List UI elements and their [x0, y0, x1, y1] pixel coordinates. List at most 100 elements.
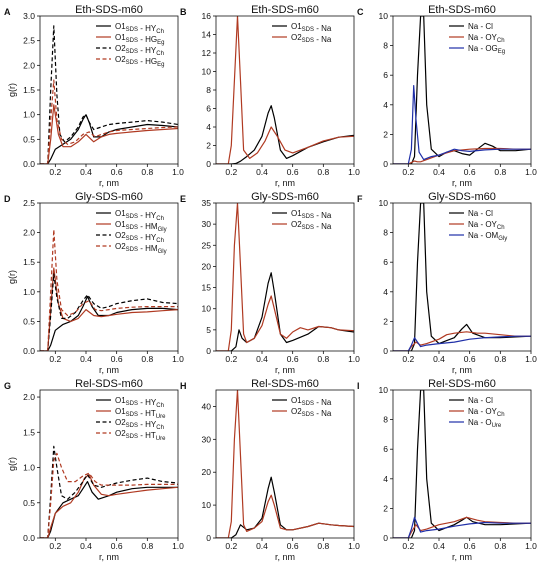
panel-letter: E	[180, 194, 186, 204]
series-line-2	[393, 516, 531, 538]
x-tick-label: 0.8	[494, 167, 506, 177]
x-tick-label: 0.6	[111, 167, 123, 177]
panel-title: Gly-SDS-m60	[428, 191, 496, 203]
legend-entry: O1SDS - HYCh	[115, 209, 164, 222]
series-line-2	[40, 25, 178, 164]
x-tick-label: 0.6	[287, 541, 299, 551]
y-tick-label: 4	[206, 122, 211, 132]
axes-frame	[39, 202, 179, 352]
x-tick-label: 0.4	[256, 541, 268, 551]
x-tick-label: 0.4	[433, 167, 445, 177]
y-tick-label: 20	[202, 467, 212, 477]
legend-entry: Na - OMGly	[468, 231, 507, 242]
legend-entry: O1SDS - Na	[291, 396, 332, 407]
x-axis-label: r, nm	[99, 178, 119, 188]
legend-entry: O2SDS - HTUre	[115, 429, 166, 442]
y-tick-label: 1.5	[23, 257, 35, 267]
x-tick-label: 0.8	[494, 541, 506, 551]
panel-d: D Gly-SDS-m60 0.2 0.4 0.6 0.8 1.0 0.0 0.5 1.0 1.5 2…	[4, 191, 184, 375]
x-tick-label: 0.4	[80, 167, 92, 177]
y-axis-label: g(r)	[7, 457, 17, 471]
y-tick-label: 10	[379, 11, 389, 21]
y-tick-label: 0.5	[23, 316, 35, 326]
panel-b: B Eth-SDS-m60 0.2 0.4 0.6 0.8 1.0 0 2 4 6 8 10 12 14 16…	[180, 4, 360, 188]
series-line-1	[393, 147, 531, 164]
series-line-1	[40, 474, 178, 538]
y-tick-label: 40	[202, 401, 212, 411]
legend-entry: O2SDS - HGEg	[115, 55, 164, 68]
panel-title: Rel-SDS-m60	[75, 378, 143, 390]
x-tick-label: 0.2	[225, 541, 237, 551]
x-tick-label: 1.0	[525, 167, 537, 177]
series-group	[40, 229, 178, 351]
series-group	[393, 16, 531, 164]
y-tick-label: 3.0	[23, 11, 35, 21]
y-tick-label: 1.0	[23, 110, 35, 120]
series-line-3	[40, 229, 178, 351]
legend-entry: O2SDS - HYCh	[115, 418, 164, 431]
legend-entry: Na - Cl	[468, 209, 493, 218]
x-tick-label: 1.0	[525, 541, 537, 551]
x-tick-label: 1.0	[172, 541, 184, 551]
legend-entry: Na - OYCh	[468, 220, 505, 231]
y-tick-label: 4	[383, 474, 388, 484]
series-group	[40, 445, 178, 538]
y-tick-label: 2.0	[23, 228, 35, 238]
panel-letter: B	[180, 7, 187, 17]
y-tick-label: 6	[383, 70, 388, 80]
legend-entry: Na - OYCh	[468, 33, 505, 44]
panel-letter: I	[357, 381, 360, 391]
y-tick-label: 2.0	[23, 60, 35, 70]
x-tick-label: 0.8	[317, 541, 329, 551]
y-tick-label: 35	[202, 198, 212, 208]
panel-letter: D	[4, 194, 11, 204]
x-axis-label: r, nm	[275, 552, 295, 562]
panel-title: Eth-SDS-m60	[251, 4, 319, 16]
y-tick-label: 14	[202, 30, 212, 40]
x-tick-label: 0.8	[494, 354, 506, 364]
x-tick-label: 0.4	[433, 541, 445, 551]
y-tick-label: 2	[206, 141, 211, 151]
series-line-3	[40, 452, 178, 538]
panel-title: Rel-SDS-m60	[251, 378, 319, 390]
y-tick-label: 5	[206, 325, 211, 335]
y-tick-label: 1.0	[23, 463, 35, 473]
series-line-3	[40, 79, 178, 164]
x-axis-label: r, nm	[275, 178, 295, 188]
y-tick-label: 8	[206, 85, 211, 95]
y-tick-label: 0.5	[23, 498, 35, 508]
y-tick-label: 0	[383, 346, 388, 356]
x-tick-label: 0.6	[111, 354, 123, 364]
y-tick-label: 0	[206, 159, 211, 169]
y-tick-label: 6	[206, 104, 211, 114]
legend-entry: O2SDS - HYCh	[115, 44, 164, 57]
series-group	[393, 203, 531, 351]
x-axis-label: r, nm	[452, 365, 472, 375]
y-tick-label: 2	[383, 129, 388, 139]
y-tick-label: 10	[202, 67, 212, 77]
series-group	[216, 390, 354, 538]
x-tick-label: 0.6	[464, 541, 476, 551]
y-tick-label: 15	[202, 283, 212, 293]
y-tick-label: 0	[206, 346, 211, 356]
x-axis-label: r, nm	[275, 365, 295, 375]
legend-entry: Na - OGEg	[468, 44, 505, 55]
legend-entry: O2SDS - Na	[291, 33, 332, 44]
x-tick-label: 1.0	[348, 541, 360, 551]
legend-entry: O1SDS - Na	[291, 209, 332, 220]
y-tick-label: 25	[202, 240, 212, 250]
legend-entry: O1SDS - Na	[291, 22, 332, 33]
panel-c: C Eth-SDS-m60 0.2 0.4 0.6 0.8 1.0 0 2 4 6 8 10 r, nm N…	[357, 4, 537, 188]
x-tick-label: 0.4	[256, 167, 268, 177]
series-line-2	[40, 273, 178, 351]
y-tick-label: 0	[383, 159, 388, 169]
series-line-0	[393, 390, 531, 538]
panel-g: G Rel-SDS-m60 0.2 0.4 0.6 0.8 1.0 0.0 0.5 1.0 1.5 2…	[4, 378, 184, 562]
panel-letter: C	[357, 7, 364, 17]
x-tick-label: 0.2	[49, 354, 61, 364]
panel-i: I Rel-SDS-m60 0.2 0.4 0.6 0.8 1.0 0 2 4 6 8 10 r, nm N…	[357, 378, 537, 562]
y-tick-label: 0.5	[23, 134, 35, 144]
